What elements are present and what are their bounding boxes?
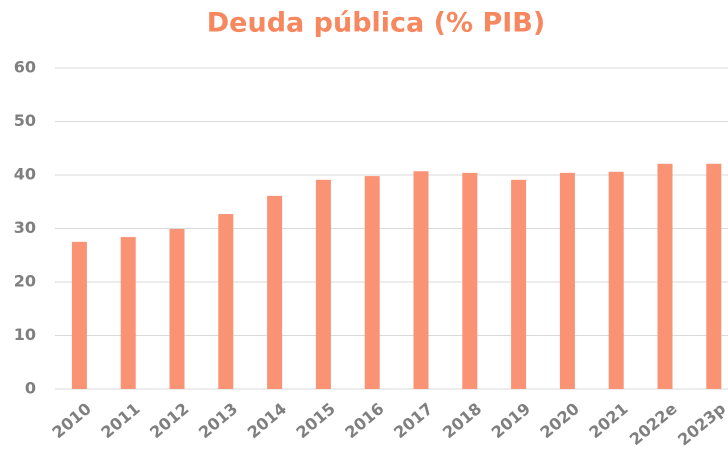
bar: [71, 241, 87, 389]
y-tick-label: 60: [14, 58, 36, 77]
bar: [364, 176, 380, 389]
y-tick-label: 30: [14, 218, 36, 237]
x-tick-label: 2021: [585, 399, 631, 442]
x-tick-label: 2016: [341, 399, 387, 442]
bar: [657, 163, 673, 389]
bar: [120, 237, 136, 389]
y-tick-label: 0: [25, 379, 36, 398]
x-tick-label: 2022e: [626, 399, 681, 449]
x-tick-label: 2014: [244, 399, 290, 442]
bar: [169, 229, 185, 389]
bar: [267, 195, 283, 389]
y-tick-label: 10: [14, 325, 36, 344]
x-tick-label: 2018: [439, 399, 485, 442]
y-tick-label: 20: [14, 272, 36, 291]
bar: [218, 214, 234, 389]
x-tick-label: 2010: [49, 399, 95, 442]
bar: [413, 171, 429, 389]
x-tick-label: 2013: [195, 399, 241, 442]
x-tick-label: 2015: [293, 399, 339, 442]
bar: [315, 179, 331, 389]
bar: [608, 171, 624, 389]
x-tick-label: 2020: [537, 399, 583, 442]
x-tick-label: 2012: [146, 399, 192, 442]
y-tick-label: 40: [14, 165, 36, 184]
chart-title: Deuda pública (% PIB): [207, 8, 545, 39]
x-tick-label: 2017: [390, 399, 436, 442]
x-tick-label: 2019: [488, 399, 534, 442]
bar: [706, 163, 722, 389]
x-tick-label: 2023p: [674, 399, 728, 450]
bar: [559, 172, 575, 389]
x-tick-label: 2011: [97, 399, 143, 442]
bar: [511, 179, 527, 389]
y-tick-label: 50: [14, 111, 36, 130]
bar: [462, 172, 478, 389]
